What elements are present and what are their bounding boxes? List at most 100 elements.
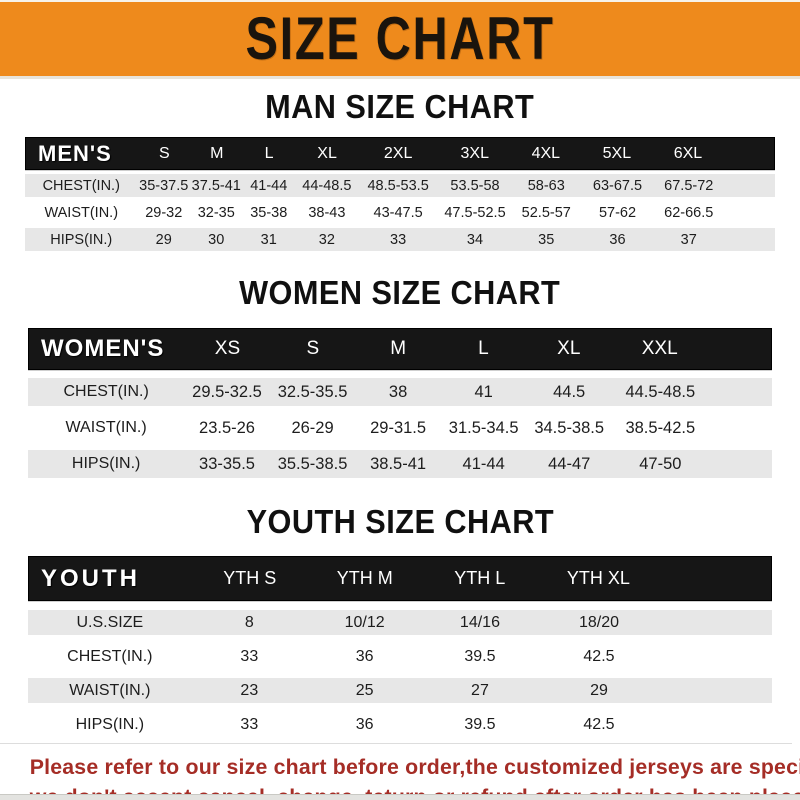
size-value-cell: 38	[388, 382, 408, 401]
size-value-cell: 34.5-38.5	[534, 418, 605, 437]
column-header: XL	[557, 338, 581, 359]
column-header: YTH XL	[566, 568, 630, 588]
section-title-text: MAN SIZE CHART	[265, 88, 535, 125]
row-label: WAIST(IN.)	[69, 681, 151, 699]
size-value-cell: 32.5-35.5	[277, 382, 348, 401]
size-value-cell: 31	[260, 231, 277, 248]
size-value-cell: 44-47	[548, 454, 591, 473]
size-value-cell: 39.5	[464, 647, 496, 665]
table-corner-label: YOUTH	[41, 564, 140, 592]
column-header: YTH S	[223, 568, 277, 588]
size-value-cell: 41	[474, 382, 493, 401]
row-label: HIPS(IN.)	[75, 715, 145, 733]
column-header: M	[210, 144, 224, 162]
table-header-row: YOUTH YTH S YTH M YTH L YTH XL	[28, 556, 772, 601]
size-value-cell: 35-38	[250, 204, 288, 221]
size-value-cell: 35	[538, 231, 555, 248]
table-header-row: MEN'S S M L XL 2XL 3XL 4XL 5XL 6XL	[25, 137, 775, 170]
size-value-cell: 32	[318, 231, 335, 248]
size-value-cell: 62-66.5	[664, 204, 714, 221]
man-section-title: MAN SIZE CHART	[0, 89, 800, 125]
section-title-text: YOUTH SIZE CHART	[246, 503, 554, 540]
size-value-cell: 27	[471, 681, 489, 699]
size-value-cell: 25	[355, 681, 374, 699]
size-value-cell: 8	[244, 613, 254, 631]
size-value-cell: 33	[390, 231, 407, 248]
size-value-cell: 41-44	[250, 177, 288, 194]
size-value-cell: 14/16	[459, 613, 500, 631]
banner-title: SIZE CHART	[245, 4, 555, 73]
table-header-row: WOMEN'S XS S M L XL XXL	[28, 328, 772, 370]
column-header: L	[478, 338, 489, 359]
size-value-cell: 41-44	[462, 454, 505, 473]
size-value-cell: 23	[240, 681, 259, 699]
size-value-cell: 36	[355, 715, 374, 733]
size-value-cell: 39.5	[464, 715, 496, 733]
size-chart-banner: SIZE CHART	[0, 0, 800, 79]
column-header: 2XL	[383, 144, 413, 162]
size-value-cell: 36	[355, 647, 374, 665]
size-value-cell: 63-67.5	[592, 177, 643, 194]
table-row: U.S.SIZE 8 10/12 14/16 18/20	[28, 610, 772, 635]
order-note-line1: Please refer to our size chart before or…	[29, 755, 800, 779]
size-value-cell: 29-31.5	[370, 418, 427, 437]
size-value-cell: 35-37.5	[139, 177, 189, 194]
size-value-cell: 33-35.5	[199, 454, 255, 473]
row-label: WAIST(IN.)	[44, 204, 119, 221]
size-value-cell: 52.5-57	[521, 204, 571, 221]
size-value-cell: 67.5-72	[664, 177, 714, 194]
size-value-cell: 10/12	[344, 613, 385, 631]
size-value-cell: 23.5-26	[199, 418, 255, 437]
size-value-cell: 29-32	[145, 204, 183, 221]
size-value-cell: 32-35	[197, 204, 235, 221]
table-row: CHEST(IN.) 35-37.5 37.5-41 41-44 44-48.5 48.5…	[25, 174, 775, 197]
table-row: WAIST(IN.) 29-32 32-35 35-38 38-43 43-47.5 47.…	[25, 201, 775, 224]
bottom-edge-band	[0, 794, 800, 800]
size-value-cell: 34	[466, 231, 484, 248]
row-label: CHEST(IN.)	[67, 647, 153, 665]
women-section-title: WOMEN SIZE CHART	[0, 275, 800, 311]
size-value-cell: 47-50	[639, 454, 682, 473]
column-header: XL	[317, 144, 337, 162]
women-size-table: WOMEN'S XS S M L XL XXL CHEST(IN.) 29.5-32.5 32.5…	[28, 328, 772, 478]
column-header: YTH M	[336, 568, 393, 588]
youth-section-title: YOUTH SIZE CHART	[0, 504, 800, 540]
table-row: CHEST(IN.) 29.5-32.5 32.5-35.5 38 41 44.5 44.5…	[28, 378, 772, 406]
size-value-cell: 35.5-38.5	[277, 454, 348, 473]
size-value-cell: 18/20	[578, 613, 619, 631]
size-value-cell: 29	[155, 231, 172, 248]
column-header: XXL	[641, 338, 678, 359]
youth-size-table: YOUTH YTH S YTH M YTH L YTH XL U.S.SIZE 8 10/12…	[28, 556, 772, 737]
size-value-cell: 44.5	[553, 382, 586, 401]
size-value-cell: 44.5-48.5	[625, 382, 696, 401]
size-value-cell: 29	[590, 681, 608, 699]
table-row: WAIST(IN.) 23.5-26 26-29 29-31.5 31.5-34.5 34…	[28, 414, 772, 442]
row-label: HIPS(IN.)	[50, 231, 113, 248]
section-title-text: WOMEN SIZE CHART	[239, 274, 561, 311]
size-value-cell: 33	[240, 715, 259, 733]
table-corner-label: MEN'S	[38, 140, 112, 166]
table-row: HIPS(IN.) 33 36 39.5 42.5	[28, 712, 772, 737]
size-value-cell: 57-62	[598, 204, 637, 221]
size-value-cell: 36	[609, 231, 626, 248]
size-value-cell: 31.5-34.5	[448, 418, 519, 437]
size-value-cell: 30	[208, 231, 225, 248]
size-value-cell: 29.5-32.5	[192, 382, 262, 401]
column-header: S	[306, 338, 320, 359]
column-header: YTH L	[454, 568, 506, 588]
column-header: 5XL	[602, 144, 632, 162]
row-label: HIPS(IN.)	[71, 455, 141, 472]
size-value-cell: 42.5	[583, 647, 615, 665]
size-value-cell: 47.5-52.5	[444, 204, 506, 221]
men-size-table: MEN'S S M L XL 2XL 3XL 4XL 5XL 6XL CHEST(IN.) 35-37…	[25, 137, 775, 251]
column-header: XS	[214, 338, 241, 359]
size-value-cell: 43-47.5	[373, 204, 423, 221]
size-value-cell: 38.5-42.5	[625, 418, 696, 437]
column-header: 3XL	[460, 144, 489, 162]
size-value-cell: 26-29	[291, 418, 334, 437]
table-row: HIPS(IN.) 29 30 31 32 33 34 35 36 37	[25, 228, 775, 251]
row-label: CHEST(IN.)	[63, 383, 149, 400]
table-corner-label: WOMEN'S	[41, 335, 165, 362]
size-value-cell: 38.5-41	[370, 454, 427, 473]
